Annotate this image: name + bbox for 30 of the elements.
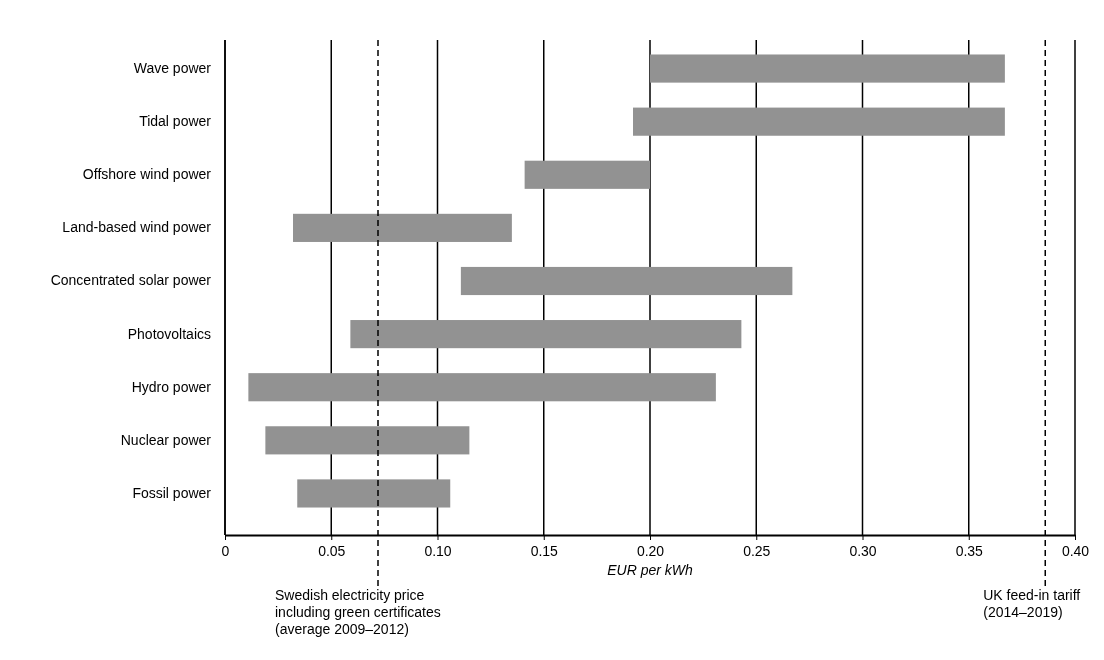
y-tick-label: Fossil power <box>132 484 212 501</box>
bar <box>524 160 650 189</box>
y-tick-label: Photovoltaics <box>127 325 211 342</box>
ref-line-label: Swedish electricity price including green certificates (average 2009–2012) <box>275 587 441 637</box>
x-tick-label: 0.25 <box>743 542 771 559</box>
x-axis-title: EUR per kWh <box>607 562 693 578</box>
y-tick-label: Tidal power <box>139 113 212 130</box>
bar <box>350 320 742 349</box>
x-tick-label: 0.20 <box>636 542 665 559</box>
ref-line-label: UK feed-in tariff (2014–2019) <box>983 587 1081 620</box>
y-tick-label: Offshore wind power <box>82 166 212 183</box>
bar <box>297 479 451 508</box>
bar <box>293 213 512 242</box>
bar <box>248 373 716 402</box>
y-tick-label: Hydro power <box>131 378 212 395</box>
bar <box>650 54 1005 83</box>
x-tick-label: 0.10 <box>424 542 452 559</box>
y-tick-label: Concentrated solar power <box>50 272 212 289</box>
x-tick-label: 0.35 <box>955 542 984 559</box>
x-tick-label: 0.15 <box>530 542 559 559</box>
bar <box>460 266 793 296</box>
y-tick-label: Nuclear power <box>120 431 212 448</box>
x-tick-label: 0.05 <box>318 542 346 559</box>
x-tick-label: 0.40 <box>1061 542 1090 559</box>
x-tick-label: 0.30 <box>849 542 877 559</box>
y-tick-label: Wave power <box>133 60 212 77</box>
bar <box>633 107 1005 136</box>
y-tick-label: Land-based wind power <box>62 219 212 236</box>
bar <box>265 426 470 455</box>
x-tick-label: 0 <box>221 542 230 559</box>
